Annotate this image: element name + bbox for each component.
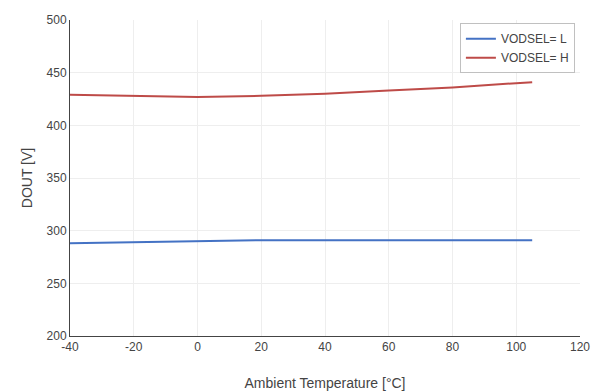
svg-text:120: 120 [570, 340, 590, 354]
svg-text:350: 350 [47, 171, 67, 185]
svg-text:40: 40 [318, 340, 332, 354]
svg-text:VODSEL= L: VODSEL= L [501, 32, 567, 46]
svg-text:-40: -40 [61, 340, 79, 354]
svg-text:20: 20 [255, 340, 269, 354]
svg-text:80: 80 [446, 340, 460, 354]
svg-text:200: 200 [47, 329, 67, 343]
svg-text:450: 450 [47, 66, 67, 80]
svg-text:400: 400 [47, 119, 67, 133]
svg-text:-20: -20 [125, 340, 143, 354]
svg-text:Ambient Temperature [°C]: Ambient Temperature [°C] [245, 375, 406, 391]
svg-text:VODSEL= H: VODSEL= H [501, 51, 569, 65]
svg-text:60: 60 [382, 340, 396, 354]
svg-text:250: 250 [47, 277, 67, 291]
svg-text:100: 100 [506, 340, 526, 354]
svg-text:DOUT [V]: DOUT [V] [19, 148, 35, 208]
svg-text:300: 300 [47, 224, 67, 238]
svg-text:0: 0 [194, 340, 201, 354]
svg-text:500: 500 [47, 13, 67, 27]
